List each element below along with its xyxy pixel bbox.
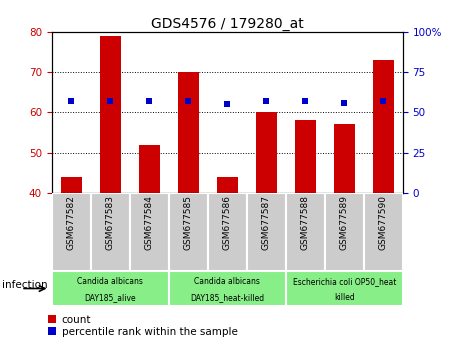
Bar <box>130 193 169 271</box>
Text: Escherichia coli OP50_heat: Escherichia coli OP50_heat <box>292 277 396 286</box>
Text: infection: infection <box>2 280 48 290</box>
Bar <box>91 193 130 271</box>
Text: GSM677583: GSM677583 <box>106 195 115 250</box>
Bar <box>52 271 169 306</box>
Text: GSM677590: GSM677590 <box>379 195 388 250</box>
Text: DAY185_alive: DAY185_alive <box>85 293 136 302</box>
Bar <box>286 271 403 306</box>
Bar <box>286 193 325 271</box>
Bar <box>99 36 121 193</box>
Bar <box>139 144 160 193</box>
Bar <box>60 177 82 193</box>
Bar <box>247 193 286 271</box>
Text: GSM677587: GSM677587 <box>262 195 271 250</box>
Legend: count, percentile rank within the sample: count, percentile rank within the sample <box>48 315 238 337</box>
Bar <box>294 120 316 193</box>
Text: Candida albicans: Candida albicans <box>77 277 143 286</box>
Bar <box>256 113 277 193</box>
Text: DAY185_heat-killed: DAY185_heat-killed <box>190 293 264 302</box>
Text: GSM677585: GSM677585 <box>184 195 193 250</box>
Text: Candida albicans: Candida albicans <box>194 277 260 286</box>
Bar <box>216 177 238 193</box>
Text: GSM677588: GSM677588 <box>301 195 310 250</box>
Bar <box>208 193 247 271</box>
Bar <box>169 193 208 271</box>
Text: GSM677586: GSM677586 <box>223 195 232 250</box>
Bar <box>52 193 91 271</box>
Title: GDS4576 / 179280_at: GDS4576 / 179280_at <box>151 17 304 31</box>
Text: GSM677582: GSM677582 <box>67 195 76 250</box>
Bar <box>177 72 199 193</box>
Text: GSM677584: GSM677584 <box>145 195 154 250</box>
Bar <box>169 271 286 306</box>
Bar <box>333 125 355 193</box>
Text: GSM677589: GSM677589 <box>340 195 349 250</box>
Bar <box>364 193 403 271</box>
Bar <box>373 60 394 193</box>
Text: killed: killed <box>334 293 355 302</box>
Bar <box>325 193 364 271</box>
